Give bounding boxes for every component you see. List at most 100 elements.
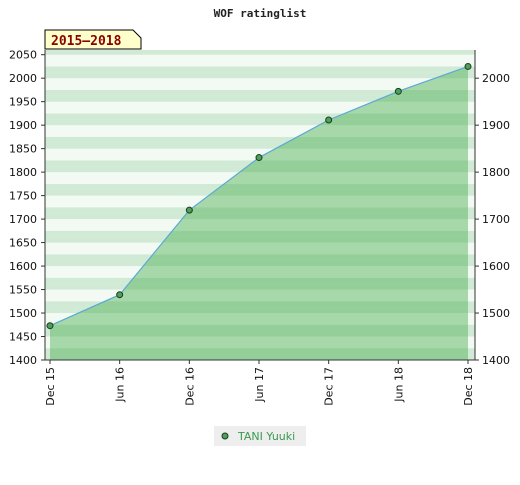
x-tick-label: Dec 17 xyxy=(323,367,336,406)
data-point xyxy=(325,116,333,124)
grid-band xyxy=(45,60,475,67)
left-tick-label: 2000 xyxy=(9,72,37,85)
grid-band xyxy=(45,195,475,202)
left-tick-label: 1550 xyxy=(9,284,37,297)
grid-band xyxy=(45,271,475,278)
grid-band xyxy=(45,125,475,132)
series-area xyxy=(50,66,468,360)
x-tick-label: Jun 18 xyxy=(392,367,405,403)
grid-band xyxy=(45,148,475,155)
grid-band xyxy=(45,66,475,73)
grid-band xyxy=(45,166,475,173)
data-point xyxy=(185,206,193,214)
left-tick-label: 1700 xyxy=(9,213,37,226)
grid-band xyxy=(45,136,475,143)
right-tick-label: 1900 xyxy=(482,119,510,132)
legend-series-label: TANI Yuuki xyxy=(237,430,295,443)
right-tick-label: 1500 xyxy=(482,307,510,320)
grid-band xyxy=(45,207,475,214)
data-point xyxy=(255,154,263,162)
grid-band xyxy=(45,283,475,290)
grid-band xyxy=(45,266,475,272)
grid-band xyxy=(45,289,475,296)
left-tick-label: 1850 xyxy=(9,143,37,156)
left-tick-label: 1800 xyxy=(9,166,37,179)
legend-box xyxy=(214,426,306,446)
grid-band xyxy=(45,219,475,225)
data-point xyxy=(46,322,54,330)
grid-band xyxy=(45,318,475,325)
axes: 1400 1450 1500 1550 1600 1650 1700 1750 1800 1850… xyxy=(9,49,510,406)
grid-band xyxy=(45,160,475,167)
grid-band xyxy=(45,84,475,90)
grid-band xyxy=(45,101,475,108)
grid-band xyxy=(45,131,475,137)
grid-band xyxy=(45,277,475,284)
grid-band xyxy=(45,113,475,120)
grid-band xyxy=(45,324,475,331)
grid-band xyxy=(45,177,475,184)
right-tick-label: 1400 xyxy=(482,354,510,367)
legend: TANI Yuuki xyxy=(214,426,306,446)
grid-band xyxy=(45,72,475,79)
data-point xyxy=(464,62,472,70)
grid-band xyxy=(45,183,475,190)
grid-band xyxy=(45,89,475,96)
left-tick-label: 1500 xyxy=(9,307,37,320)
grid-band xyxy=(45,301,475,308)
grid-band xyxy=(45,201,475,208)
grid-band xyxy=(45,236,475,243)
period-badge: 2015–2018 xyxy=(44,29,142,50)
grid-band xyxy=(45,330,475,337)
data-point xyxy=(394,87,402,95)
legend-marker xyxy=(221,432,229,440)
left-tick-label: 1400 xyxy=(9,354,37,367)
period-label: 2015–2018 xyxy=(51,34,122,49)
grid-band xyxy=(45,107,475,114)
grid-band xyxy=(45,224,475,231)
right-tick-label: 2000 xyxy=(482,72,510,85)
grid-band xyxy=(45,307,475,314)
grid-band xyxy=(45,172,475,178)
left-tick-label: 1900 xyxy=(9,119,37,132)
left-tick-label: 1450 xyxy=(9,331,37,344)
x-tick-label: Jun 17 xyxy=(253,367,266,403)
grid-band xyxy=(45,142,475,149)
grid-band xyxy=(45,78,475,85)
grid-band xyxy=(45,242,475,249)
grid-band xyxy=(45,50,475,55)
left-tick-label: 2050 xyxy=(9,49,37,62)
grid-band xyxy=(45,348,475,355)
grid-band xyxy=(45,213,475,220)
grid-band xyxy=(45,189,475,196)
right-tick-label: 1600 xyxy=(482,260,510,273)
data-point xyxy=(116,291,124,299)
left-tick-label: 1600 xyxy=(9,260,37,273)
grid-band xyxy=(45,95,475,102)
x-tick-label: Dec 18 xyxy=(462,367,475,406)
chart-title: WOF ratinglist xyxy=(214,7,307,20)
grid-band xyxy=(45,254,475,261)
grid-band xyxy=(45,119,475,126)
left-tick-label: 1650 xyxy=(9,237,37,250)
left-tick-label: 1950 xyxy=(9,96,37,109)
grid-band xyxy=(45,295,475,302)
grid-band xyxy=(45,342,475,349)
plot-area xyxy=(45,50,475,360)
grid-band xyxy=(45,230,475,237)
grid-band xyxy=(45,354,475,360)
left-tick-label: 1750 xyxy=(9,190,37,203)
grid-band xyxy=(45,248,475,255)
grid-band xyxy=(45,313,475,319)
x-tick-label: Dec 15 xyxy=(44,367,57,406)
x-tick-label: Dec 16 xyxy=(183,367,196,406)
grid-band xyxy=(45,54,475,61)
grid-band xyxy=(45,336,475,343)
period-badge-box xyxy=(44,29,142,50)
grid-band xyxy=(45,260,475,267)
right-tick-label: 1700 xyxy=(482,213,510,226)
x-tick-label: Jun 16 xyxy=(114,367,127,403)
right-tick-label: 1800 xyxy=(482,166,510,179)
